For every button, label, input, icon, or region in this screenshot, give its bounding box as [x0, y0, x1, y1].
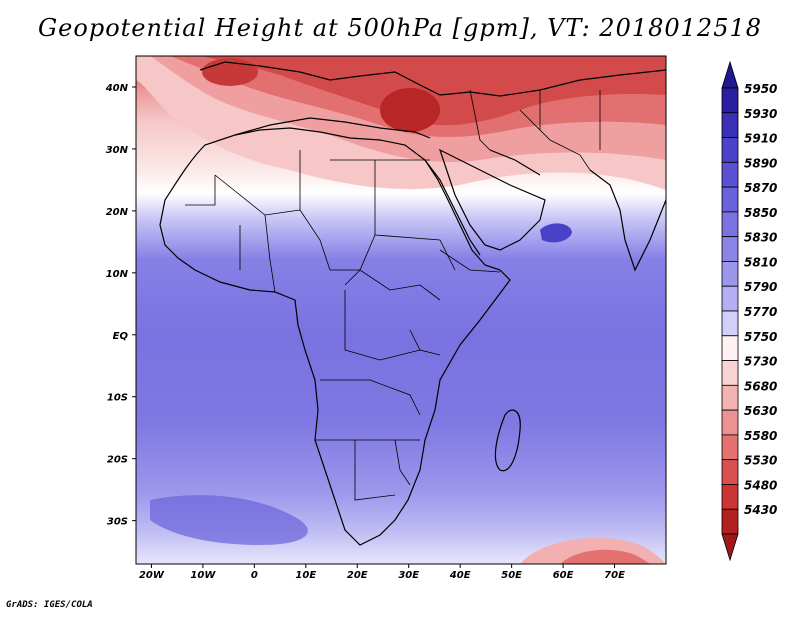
lon-tick-label: 60E [553, 570, 574, 581]
mediterranean-south [234, 117, 431, 139]
lat-tick-label: 20S [107, 455, 128, 466]
high-center-arabian-sea [540, 223, 572, 243]
country-borders [185, 89, 601, 501]
colorbar-swatch [721, 236, 739, 262]
colorbar-level-label: 5810 [744, 255, 777, 269]
lon-tick-label: 70E [604, 570, 625, 581]
ridge-core [380, 88, 440, 132]
colorbar-level-label: 5890 [744, 156, 777, 170]
lat-tick-label: EQ [113, 331, 129, 342]
colorbar-level-label: 5770 [744, 305, 777, 319]
colorbar-swatch [721, 161, 739, 188]
ridge-contour-5480 [200, 56, 666, 126]
lat-tick-label: 40N [105, 83, 129, 94]
colorbar-swatch [721, 409, 739, 436]
lon-tick-label: 10W [190, 570, 216, 581]
colorbar-level-label: 5630 [744, 404, 777, 418]
colorbar-swatch [721, 360, 739, 386]
lat-tick-label: 30N [106, 145, 129, 156]
colorbar-level-label: 5430 [744, 503, 777, 517]
lon-tick-label: 20W [139, 570, 165, 581]
lat-tick-label: 10S [107, 393, 128, 404]
colorbar-level-label: 5930 [744, 107, 777, 121]
colorbar-swatch [721, 508, 739, 535]
colorbar-level-label: 5850 [744, 206, 777, 220]
madagascar [494, 409, 521, 472]
colorbar-swatch [721, 384, 739, 411]
arabian-peninsula [438, 148, 546, 251]
africa-coastline [159, 127, 511, 546]
colorbar-swatch [721, 261, 739, 287]
india-coast [589, 169, 666, 272]
lat-tick-label: 20N [106, 207, 129, 218]
colorbar-swatch [721, 459, 739, 485]
colorbar-swatch [721, 87, 739, 114]
coastlines [159, 61, 666, 546]
lon-tick-label: 20E [347, 570, 368, 581]
europe-coast [199, 61, 666, 97]
colorbar-level-label: 5480 [744, 478, 777, 492]
colorbar-level-label: 5730 [744, 355, 777, 369]
grads-credit: GrADS: IGES/COLA [6, 600, 93, 610]
colorbar-swatch [721, 285, 739, 312]
colorbar-level-label: 5580 [744, 429, 777, 443]
lon-tick-label: 30E [398, 570, 419, 581]
height-field [136, 56, 666, 564]
lat-tick-label: 30S [107, 517, 128, 528]
colorbar-level-label: 5910 [744, 132, 777, 146]
colorbar-bottom-arrow [721, 533, 739, 562]
colorbar: 5950 5930 5910 5890 5870 5850 5830 5810 5790 5770… [721, 60, 777, 562]
lon-tick-label: 40E [449, 570, 471, 581]
latitude-axis: 40N 30N 20N 10N EQ 10S 20S 30S [105, 83, 136, 528]
colorbar-swatch [721, 137, 739, 163]
colorbar-level-label: 5530 [744, 454, 777, 468]
plot-frame [135, 55, 667, 565]
lat-tick-label: 10N [106, 269, 129, 280]
colorbar-swatch [721, 211, 739, 238]
colorbar-swatch [721, 434, 739, 461]
colorbar-swatch [721, 112, 739, 138]
colorbar-level-label: 5950 [744, 82, 777, 96]
colorbar-level-label: 5870 [744, 181, 777, 195]
lon-tick-label: 0 [251, 570, 258, 581]
colorbar-top-arrow [721, 60, 739, 89]
colorbar-level-label: 5750 [744, 330, 777, 344]
colorbar-level-label: 5830 [744, 231, 777, 245]
colorbar-swatch [721, 484, 739, 510]
lon-tick-label: 50E [501, 570, 522, 581]
map-title: Geopotential Height at 500hPa [gpm], VT:… [38, 14, 762, 42]
colorbar-level-label: 5790 [744, 280, 777, 294]
red-sea [424, 159, 481, 256]
subtropical-high-south [150, 495, 308, 545]
lon-tick-label: 10E [295, 570, 316, 581]
colorbar-level-label: 5680 [744, 379, 777, 393]
colorbar-swatch [721, 335, 739, 361]
longitude-axis: 20W 10W 0 10E 20E 30E 40E 50E 60E 70E [139, 564, 625, 581]
colorbar-swatch [721, 186, 739, 213]
trough-core [560, 549, 650, 564]
persian-gulf [489, 149, 541, 176]
colorbar-swatch [721, 310, 739, 337]
